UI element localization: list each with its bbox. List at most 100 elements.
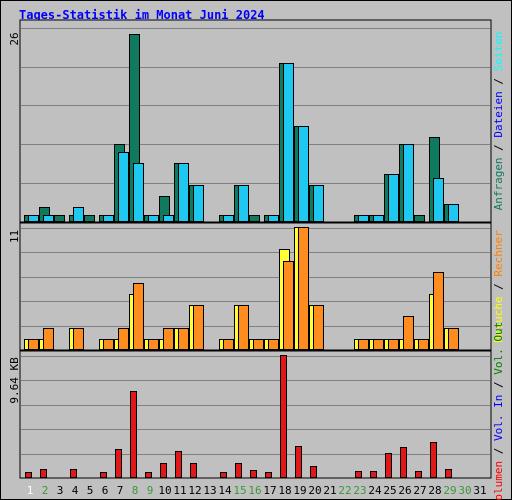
x-label-day-19: 19 <box>293 484 306 497</box>
legend-separator: / <box>492 441 505 461</box>
bar-dateien-day-25 <box>388 174 399 222</box>
x-label-day-30: 30 <box>458 484 471 497</box>
x-label-day-31: 31 <box>473 484 486 497</box>
legend-item-volumen: Volumen <box>492 461 505 500</box>
scale-label-bottom: 9.64 KB <box>8 357 21 404</box>
bar-volumen-day-6 <box>100 472 107 478</box>
bar-rechner-day-24 <box>373 339 384 350</box>
legend-item-rechner: Rechner <box>492 230 505 277</box>
bar-anfragen-day-3 <box>54 215 65 222</box>
bar-dateien-day-9 <box>148 215 159 222</box>
x-label-day-1: 1 <box>27 484 34 497</box>
bar-volumen-day-8 <box>130 391 137 478</box>
legend-top: Anfragen / Dateien / Seiten <box>492 32 505 211</box>
bar-rechner-day-4 <box>73 328 84 350</box>
bar-dateien-day-8 <box>133 163 144 222</box>
bar-dateien-day-14 <box>223 215 234 222</box>
bar-rechner-day-11 <box>178 328 189 350</box>
bar-dateien-day-10 <box>163 215 174 222</box>
x-label-day-26: 26 <box>398 484 411 497</box>
bar-rechner-day-19 <box>298 227 309 350</box>
chart-title: Tages-Statistik im Monat Juni 2024 <box>19 8 265 22</box>
bar-volumen-day-17 <box>265 472 272 478</box>
x-label-day-5: 5 <box>87 484 94 497</box>
legend-item-dateien: Dateien <box>492 91 505 137</box>
bar-dateien-day-1 <box>28 215 39 222</box>
bar-dateien-day-23 <box>358 215 369 222</box>
bar-rechner-day-17 <box>268 339 279 350</box>
x-axis-labels: 1 2 3 4 5 6 7 8 9 10 11 12 13 14 15 16 17 18 19 20 21 22 23 24 2… <box>27 484 487 497</box>
bar-dateien-day-29 <box>448 204 459 222</box>
bar-volumen-day-20 <box>310 466 317 478</box>
bar-rechner-day-18 <box>283 261 294 350</box>
bar-rechner-day-23 <box>358 339 369 350</box>
bar-rechner-day-10 <box>163 328 174 350</box>
bar-dateien-day-28 <box>433 178 444 222</box>
x-label-day-17: 17 <box>263 484 276 497</box>
panel-background <box>19 19 492 223</box>
bar-dateien-day-12 <box>193 185 204 222</box>
bar-volumen-day-29 <box>445 469 452 478</box>
bar-rechner-day-20 <box>313 305 324 350</box>
bar-volumen-day-24 <box>370 471 377 478</box>
bar-volumen-day-27 <box>415 471 422 478</box>
bar-rechner-day-1 <box>28 339 39 350</box>
x-label-day-22: 22 <box>338 484 351 497</box>
legend-item-seiten: Seiten <box>492 32 505 72</box>
bar-rechner-day-6 <box>103 339 114 350</box>
x-label-day-28: 28 <box>428 484 441 497</box>
bar-rechner-day-7 <box>118 328 129 350</box>
bar-anfragen-day-5 <box>84 215 95 222</box>
bar-volumen-day-11 <box>175 451 182 478</box>
x-label-day-12: 12 <box>188 484 201 497</box>
bar-rechner-day-15 <box>238 305 249 350</box>
bar-volumen-day-23 <box>355 471 362 478</box>
bar-volumen-day-28 <box>430 442 437 478</box>
x-label-day-3: 3 <box>57 484 64 497</box>
x-label-day-24: 24 <box>368 484 382 497</box>
panel-bottom: 9.64 KB Volumen / Vol. In / Vol. Out <box>8 322 505 500</box>
bar-volumen-day-10 <box>160 463 167 478</box>
x-label-day-11: 11 <box>173 484 186 497</box>
x-label-day-6: 6 <box>102 484 109 497</box>
bar-volumen-day-14 <box>220 472 227 478</box>
x-label-day-7: 7 <box>117 484 124 497</box>
x-label-day-29: 29 <box>443 484 456 497</box>
bar-volumen-day-2 <box>40 469 47 478</box>
bar-dateien-day-18 <box>283 63 294 222</box>
legend-separator: / <box>492 71 505 91</box>
x-label-day-8: 8 <box>132 484 139 497</box>
x-label-day-16: 16 <box>248 484 261 497</box>
legend-item-anfragen: Anfragen <box>492 157 505 210</box>
x-label-day-9: 9 <box>147 484 154 497</box>
legend-item-vol-out: Vol. Out <box>492 322 505 375</box>
x-label-day-13: 13 <box>203 484 216 497</box>
x-label-day-14: 14 <box>218 484 232 497</box>
bar-dateien-day-4 <box>73 207 84 222</box>
bar-rechner-day-27 <box>418 339 429 350</box>
bar-rechner-day-25 <box>388 339 399 350</box>
x-label-day-2: 2 <box>42 484 49 497</box>
bar-volumen-day-12 <box>190 463 197 478</box>
panel-background <box>19 222 492 351</box>
x-label-day-25: 25 <box>383 484 396 497</box>
bar-rechner-day-16 <box>253 339 264 350</box>
bar-dateien-day-26 <box>403 144 414 222</box>
bar-rechner-day-14 <box>223 339 234 350</box>
x-label-day-18: 18 <box>278 484 291 497</box>
legend-item-besuche: Besuche <box>492 296 505 342</box>
bar-rechner-day-9 <box>148 339 159 350</box>
bar-volumen-day-4 <box>70 469 77 478</box>
x-label-day-23: 23 <box>353 484 366 497</box>
bar-dateien-day-2 <box>43 215 54 222</box>
bar-volumen-day-7 <box>115 449 122 478</box>
x-label-day-15: 15 <box>233 484 246 497</box>
bar-rechner-day-2 <box>43 328 54 350</box>
bar-dateien-day-20 <box>313 185 324 222</box>
bar-dateien-day-17 <box>268 215 279 222</box>
bar-rechner-day-12 <box>193 305 204 350</box>
panel-background <box>19 350 492 479</box>
bar-volumen-day-26 <box>400 447 407 478</box>
bar-volumen-day-18 <box>280 355 287 478</box>
